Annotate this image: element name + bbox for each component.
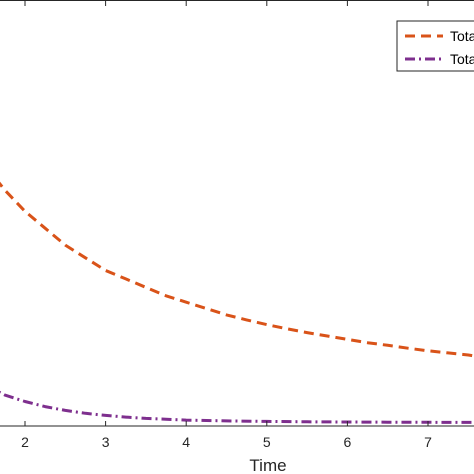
x-tick-label: 5 [263,434,271,450]
legend-label-2: Tota [450,51,474,67]
legend: Tota Tota [396,20,474,72]
x-tick-label: 3 [102,434,110,450]
x-tick-label: 4 [182,434,190,450]
legend-box [396,20,474,72]
x-tick-label: 7 [424,434,432,450]
series-line-1 [0,181,474,358]
x-tick-label: 6 [344,434,352,450]
x-ticks: 2 3 4 5 6 7 [21,1,432,450]
x-tick-label: 2 [21,434,29,450]
axes-frame [0,0,474,427]
legend-label-1: Tota [450,28,474,44]
x-axis-title: Time [249,456,286,474]
